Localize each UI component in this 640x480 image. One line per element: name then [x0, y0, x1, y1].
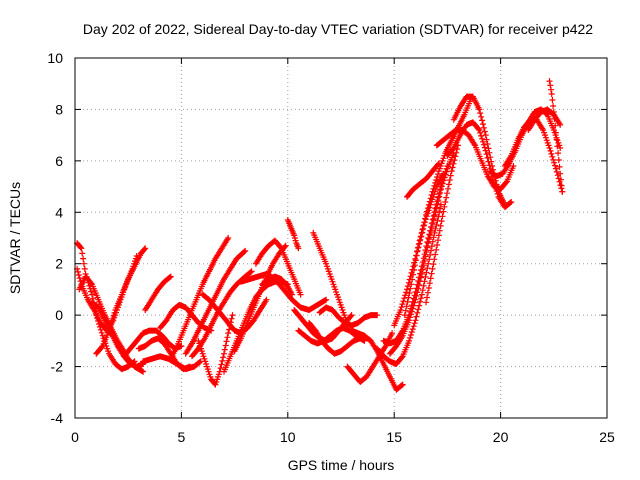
data-points — [74, 78, 566, 393]
series-markers — [386, 150, 457, 357]
series-markers — [284, 217, 302, 252]
series-markers — [195, 312, 236, 388]
series-arc-15 — [195, 312, 236, 388]
axis-ticks: 0 5 10 15 20 25 -4 -2 0 2 4 6 8 10 — [47, 50, 615, 445]
series-markers — [348, 327, 406, 393]
series-arc-30 — [374, 201, 444, 367]
x-tick-label: 5 — [178, 429, 186, 445]
series-markers — [259, 273, 296, 298]
series-arc-6 — [89, 299, 147, 370]
plot-frame — [74, 57, 608, 419]
x-tick-label: 10 — [280, 429, 296, 445]
series-arc-27 — [316, 304, 381, 329]
series-arc-12 — [167, 235, 232, 362]
y-tick-label: 0 — [55, 307, 63, 323]
y-tick-label: 6 — [55, 153, 63, 169]
series-arc-19 — [238, 271, 330, 313]
series-arc-32 — [386, 150, 457, 357]
series-markers — [316, 304, 381, 329]
grid — [75, 58, 607, 418]
series-markers — [404, 160, 442, 200]
x-tick-label: 20 — [493, 429, 509, 445]
y-tick-label: 4 — [55, 204, 63, 220]
series-markers — [546, 78, 566, 195]
y-tick-label: 2 — [55, 256, 63, 272]
series-arc-40 — [487, 106, 564, 180]
series-markers — [167, 235, 232, 362]
series-markers — [142, 273, 174, 313]
series-arc-22 — [284, 217, 302, 252]
series-arc-29 — [348, 327, 406, 393]
series-arc-21 — [259, 273, 296, 298]
x-tick-label: 15 — [386, 429, 402, 445]
y-tick-label: -4 — [51, 410, 64, 426]
series-arc-20 — [252, 237, 304, 298]
x-axis-label: GPS time / hours — [288, 457, 395, 473]
series-markers — [433, 127, 517, 193]
y-axis-label: SDTVAR / TECUs — [7, 182, 23, 294]
series-markers — [306, 319, 364, 357]
series-arc-25 — [310, 229, 349, 321]
series-arc-36 — [423, 142, 461, 306]
series-markers — [423, 142, 461, 306]
series-markers — [310, 229, 349, 321]
series-arc-37 — [433, 127, 517, 193]
series-markers — [401, 170, 447, 319]
y-tick-label: 10 — [47, 50, 63, 66]
x-tick-label: 25 — [599, 429, 615, 445]
series-arc-26 — [306, 319, 364, 357]
series-markers — [252, 237, 304, 298]
series-markers — [374, 201, 444, 367]
x-tick-label: 0 — [71, 429, 79, 445]
y-tick-label: 8 — [55, 101, 63, 117]
series-markers — [89, 299, 147, 370]
series-markers — [238, 271, 330, 313]
series-arc-10 — [142, 273, 174, 313]
chart-title: Day 202 of 2022, Sidereal Day-to-day VTE… — [83, 21, 593, 37]
y-tick-label: -2 — [51, 359, 64, 375]
series-arc-34 — [401, 170, 447, 319]
series-arc-35 — [404, 160, 442, 200]
series-arc-43 — [546, 78, 566, 195]
series-markers — [487, 106, 564, 180]
